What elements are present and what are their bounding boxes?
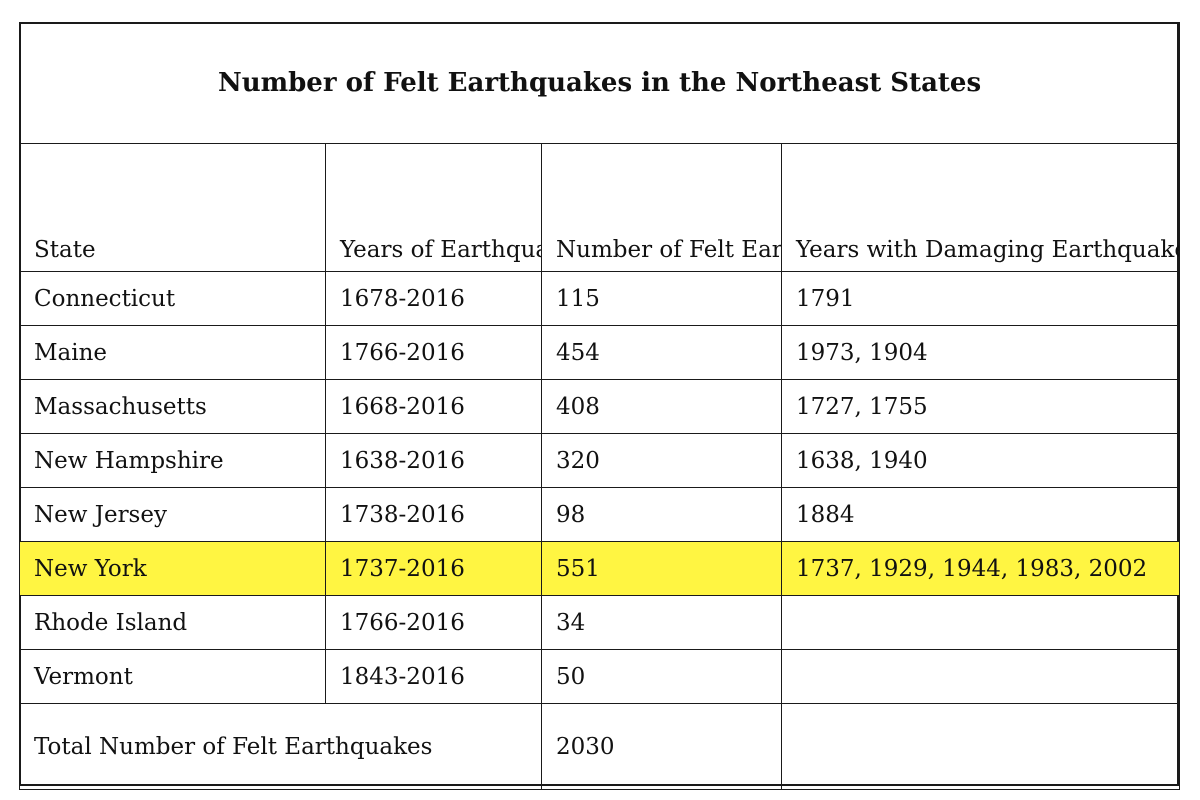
cell-damaging: 1737, 1929, 1944, 1983, 2002 — [780, 541, 1181, 596]
cell-damaging: 1727, 1755 — [780, 379, 1181, 434]
header-state: State — [19, 143, 326, 272]
table-row: Rhode Island 1766-2016 34 — [19, 595, 1181, 650]
total-row: Total Number of Felt Earthquakes 2030 — [19, 703, 1181, 790]
table-row: Connecticut 1678-2016 115 1791 — [19, 271, 1181, 326]
cell-years: 1638-2016 — [325, 433, 542, 488]
table-row: Maine 1766-2016 454 1973, 1904 — [19, 325, 1181, 380]
cell-felt: 454 — [541, 325, 782, 380]
cell-damaging: 1791 — [780, 271, 1181, 326]
total-value: 2030 — [541, 703, 782, 790]
header-years-of-record: Years of Earthquake Record — [325, 143, 542, 272]
cell-years: 1738-2016 — [325, 487, 542, 542]
cell-damaging — [780, 649, 1181, 704]
cell-years: 1843-2016 — [325, 649, 542, 704]
cell-damaging: 1884 — [780, 487, 1181, 542]
cell-years: 1766-2016 — [325, 595, 542, 650]
cell-state: New York — [19, 541, 326, 596]
cell-state: Vermont — [19, 649, 326, 704]
cell-felt: 320 — [541, 433, 782, 488]
total-empty-cell — [780, 703, 1181, 790]
table-row: New Hampshire 1638-2016 320 1638, 1940 — [19, 433, 1181, 488]
cell-felt: 115 — [541, 271, 782, 326]
cell-state: New Jersey — [19, 487, 326, 542]
header-damaging-years: Years with Damaging Earthquakes — [780, 143, 1181, 272]
cell-felt: 408 — [541, 379, 782, 434]
cell-felt: 34 — [541, 595, 782, 650]
table-row: Massachusetts 1668-2016 408 1727, 1755 — [19, 379, 1181, 434]
table-row-highlighted: New York 1737-2016 551 1737, 1929, 1944,… — [19, 541, 1181, 596]
table-title: Number of Felt Earthquakes in the Northe… — [18, 22, 1181, 144]
cell-state: Maine — [19, 325, 326, 380]
header-felt-earthquakes: Number of Felt Earthquakes — [541, 143, 782, 272]
cell-years: 1766-2016 — [325, 325, 542, 380]
cell-felt: 98 — [541, 487, 782, 542]
cell-state: Massachusetts — [19, 379, 326, 434]
table-row: Vermont 1843-2016 50 — [19, 649, 1181, 704]
cell-state: Connecticut — [19, 271, 326, 326]
cell-felt: 50 — [541, 649, 782, 704]
cell-felt: 551 — [541, 541, 782, 596]
cell-state: New Hampshire — [19, 433, 326, 488]
total-label: Total Number of Felt Earthquakes — [19, 703, 542, 790]
cell-years: 1678-2016 — [325, 271, 542, 326]
cell-damaging — [780, 595, 1181, 650]
earthquake-table: Number of Felt Earthquakes in the Northe… — [18, 22, 1181, 790]
cell-years: 1737-2016 — [325, 541, 542, 596]
cell-damaging: 1638, 1940 — [780, 433, 1181, 488]
cell-damaging: 1973, 1904 — [780, 325, 1181, 380]
cell-years: 1668-2016 — [325, 379, 542, 434]
table-row: New Jersey 1738-2016 98 1884 — [19, 487, 1181, 542]
cell-state: Rhode Island — [19, 595, 326, 650]
